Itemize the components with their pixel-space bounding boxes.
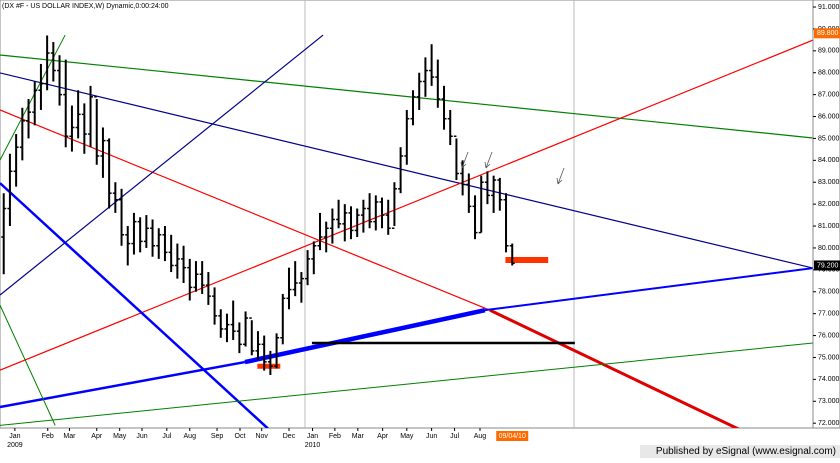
y-tick-label: 85.000 — [818, 135, 840, 142]
y-tick-label: 76.000 — [818, 332, 840, 339]
trendline — [489, 308, 740, 428]
y-tick-label: 83.000 — [818, 179, 840, 186]
trendline — [0, 342, 813, 426]
arrow — [484, 151, 493, 169]
axes: 91.00090.00089.00088.00087.00086.00085.0… — [7, 0, 840, 449]
trendline — [0, 109, 491, 311]
price-marker — [814, 28, 840, 39]
year-label: 2010 — [305, 442, 321, 449]
x-tick-label: Aug — [184, 433, 197, 440]
x-tick-label: Nov — [255, 433, 268, 440]
footer: Published by eSignal (www.esignal.com) — [656, 446, 836, 457]
y-tick-label: 81.000 — [818, 223, 840, 230]
y-tick-label: 77.000 — [818, 311, 840, 318]
y-tick-label: 75.000 — [818, 354, 840, 361]
x-tick-label: Jul — [450, 433, 459, 440]
price-marker-label: 79.200 — [817, 262, 839, 269]
x-tick-label: Feb — [329, 433, 341, 440]
x-tick-label: Jun — [136, 433, 147, 440]
x-tick-label: Apr — [91, 433, 103, 440]
x-tick-label: Apr — [377, 433, 389, 440]
y-tick-label: 78.000 — [818, 289, 840, 296]
x-tick-label: Jul — [162, 433, 171, 440]
y-tick-label: 72.000 — [818, 420, 840, 427]
x-tick-label: Oct — [235, 433, 246, 440]
x-tick-label: May — [113, 433, 127, 440]
x-tick-label: Feb — [42, 433, 54, 440]
date-marker — [496, 431, 529, 441]
trendline — [244, 307, 486, 365]
y-tick-label: 87.000 — [818, 91, 840, 98]
chart-title: (DX #F - US DOLLAR INDEX,W) Dynamic,0:00… — [2, 3, 169, 10]
year-label: 2009 — [7, 442, 23, 449]
x-tick-label: Jun — [426, 433, 437, 440]
y-tick-label: 88.000 — [818, 70, 840, 77]
y-tick-label: 82.000 — [818, 201, 840, 208]
y-tick-label: 86.000 — [818, 113, 840, 120]
trendline — [0, 54, 813, 139]
x-tick-label: Sep — [211, 433, 224, 440]
price-bars — [1, 35, 515, 375]
trendline — [484, 267, 813, 312]
date-marker-label: 09/04/10 — [499, 433, 526, 440]
x-tick-label: Jan — [307, 433, 318, 440]
arrow — [460, 151, 469, 169]
x-tick-label: May — [400, 433, 414, 440]
y-axis-panel — [812, 0, 840, 429]
trendline — [0, 304, 56, 426]
trendline — [0, 72, 813, 269]
trendline — [0, 182, 270, 428]
arrow — [556, 167, 565, 185]
y-tick-label: 74.000 — [818, 376, 840, 383]
x-tick-label: Aug — [474, 433, 487, 440]
trendlines — [0, 34, 813, 428]
x-tick-label: Mar — [352, 433, 365, 440]
x-tick-label: Dec — [283, 433, 296, 440]
x-tick-label: Mar — [63, 433, 76, 440]
y-tick-label: 80.000 — [818, 245, 840, 252]
price-marker-label: 89.800 — [817, 30, 839, 37]
footer-bar — [640, 445, 840, 458]
price-marker — [814, 260, 840, 271]
y-tick-label: 91.000 — [818, 4, 840, 11]
trendline — [0, 360, 246, 409]
x-tick-label: Jan — [9, 433, 20, 440]
trendline — [0, 39, 813, 371]
y-tick-label: 73.000 — [818, 398, 840, 405]
y-tick-label: 84.000 — [818, 157, 840, 164]
trendline — [0, 34, 324, 296]
annotation-arrows — [460, 151, 565, 185]
y-tick-label: 89.000 — [818, 48, 840, 55]
